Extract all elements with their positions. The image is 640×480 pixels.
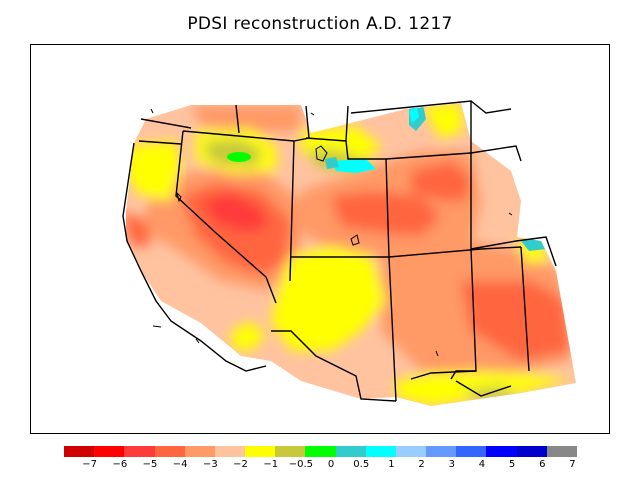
legend-swatch	[184, 446, 215, 457]
legend-tick-label: 6	[539, 459, 546, 470]
legend-tick-label: −4	[172, 459, 188, 470]
legend-tick-label: 5	[508, 459, 516, 470]
legend-tick-label: −5	[142, 459, 158, 470]
map-title: PDSI reconstruction A.D. 1217	[187, 14, 453, 34]
legend-labels: −7 −6 −5 −4 −3 −2 −1 −0.5 0 0.5 1 2 3 4 5 6 7	[0, 459, 640, 473]
lakes	[150, 108, 513, 357]
legend-tick-label: −0.5	[288, 459, 314, 470]
legend-tick-label: 0.5	[353, 459, 370, 470]
legend-tick-label: −1	[263, 459, 279, 470]
legend-tick-label: −6	[112, 459, 128, 470]
legend-tick-label: 4	[478, 459, 486, 470]
legend-tick-label: 2	[418, 459, 425, 470]
legend-swatch	[365, 446, 396, 457]
map-panel	[30, 44, 610, 434]
legend-tick-label: −3	[202, 459, 218, 470]
legend-tick-label: −7	[82, 459, 98, 470]
legend-tick-label: 7	[569, 459, 576, 470]
legend-swatch	[275, 446, 306, 457]
legend-swatch	[64, 446, 95, 457]
legend-swatch	[245, 446, 276, 457]
legend-swatch	[335, 446, 366, 457]
legend-tick-label: 3	[448, 459, 455, 470]
legend-swatch	[516, 446, 547, 457]
legend-swatch	[426, 446, 457, 457]
legend-colorbar	[64, 446, 577, 457]
pdsi-map	[122, 100, 576, 406]
legend-swatch	[456, 446, 487, 457]
legend-swatch	[124, 446, 155, 457]
state-boundaries	[122, 100, 557, 402]
legend-swatch	[214, 446, 246, 457]
legend-tick-label: 1	[388, 459, 395, 470]
legend-swatch	[546, 446, 577, 457]
legend-swatch	[154, 446, 185, 457]
pdsi-field	[126, 103, 576, 406]
legend-swatch	[94, 446, 125, 457]
legend-tick-label: −2	[233, 459, 248, 470]
legend-swatch	[395, 446, 427, 457]
legend-swatch	[305, 446, 336, 457]
legend-swatch	[486, 446, 517, 457]
legend-tick-label: 0	[327, 459, 335, 470]
